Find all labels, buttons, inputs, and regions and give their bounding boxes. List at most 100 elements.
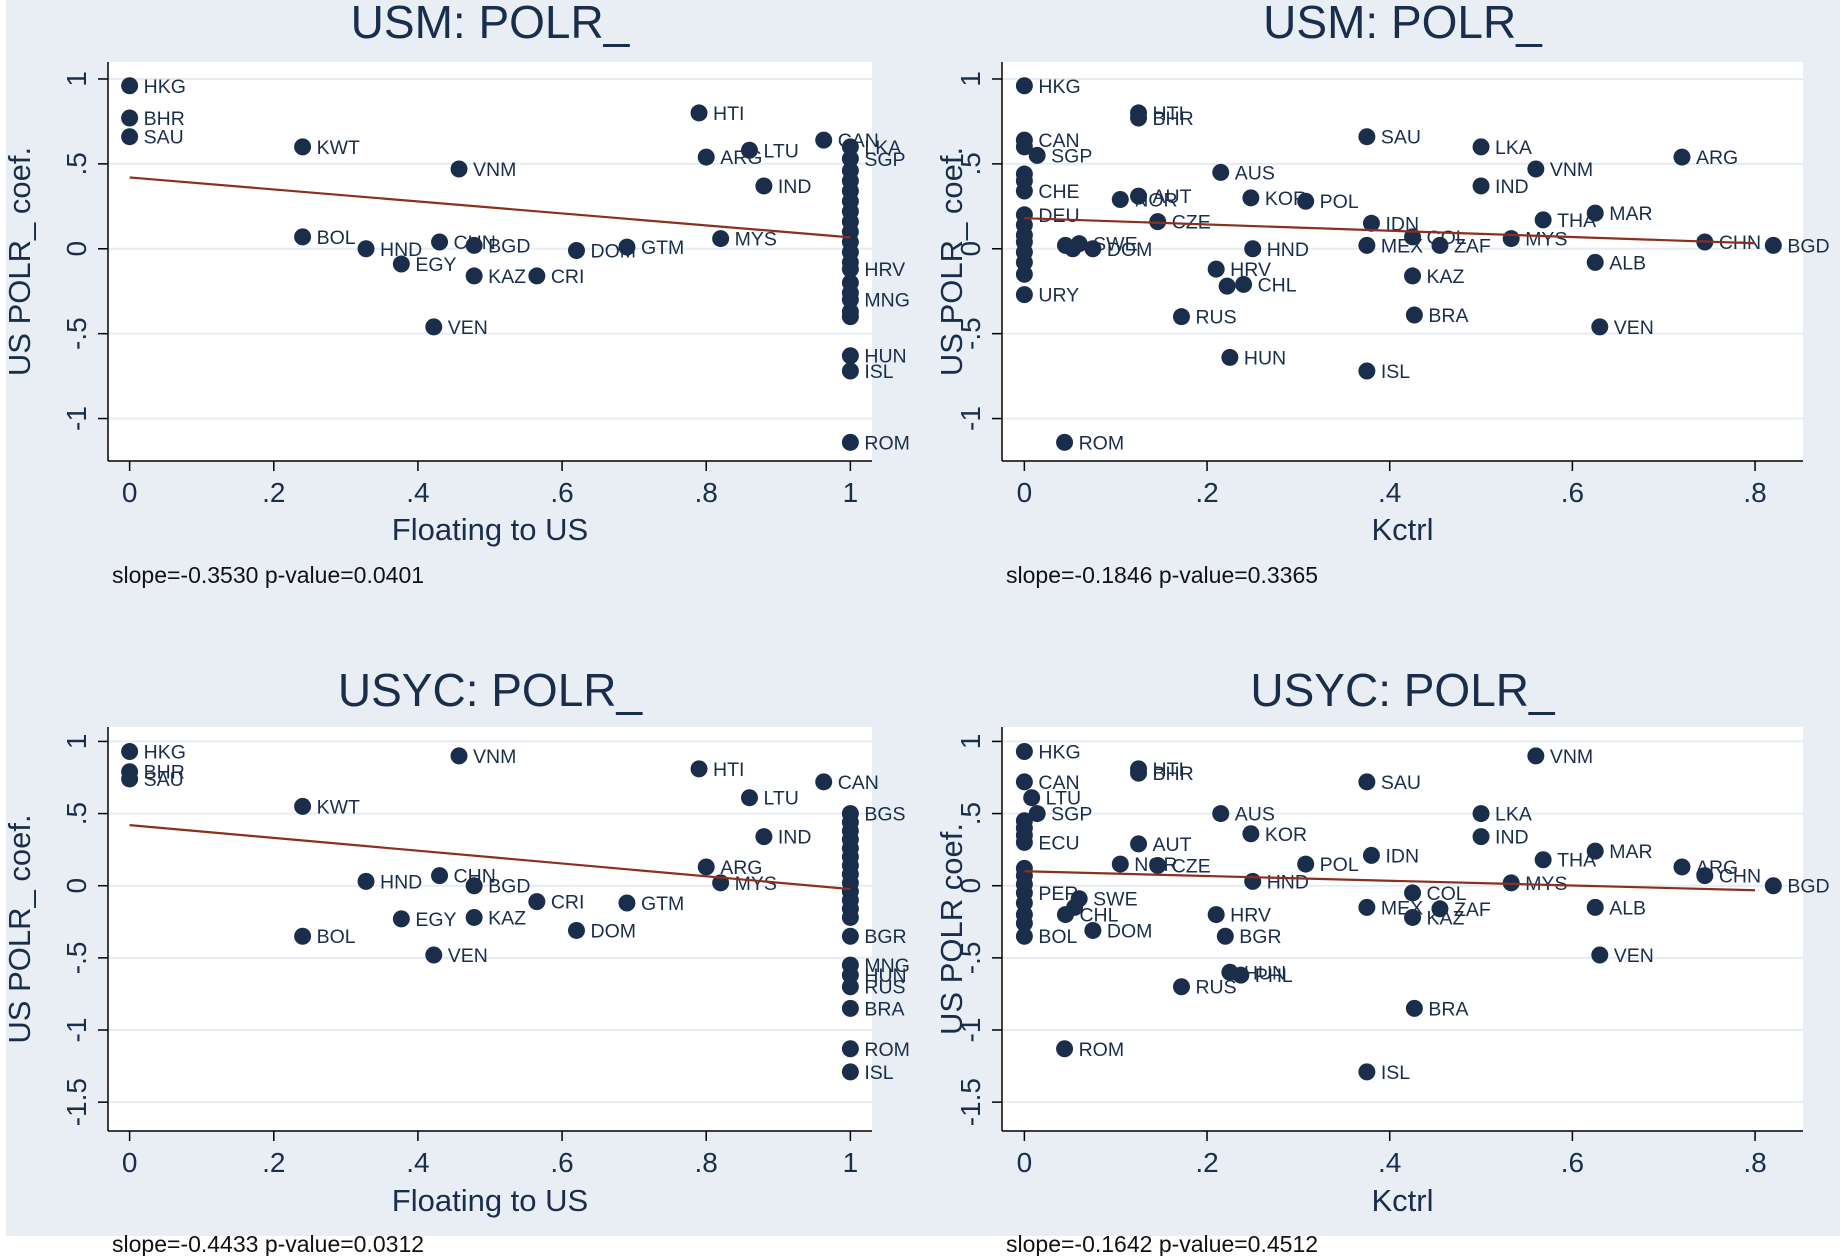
data-point (841, 1063, 859, 1081)
x-axis-label: Kctrl (1372, 512, 1434, 547)
data-point (294, 797, 312, 815)
point-label: KAZ (488, 266, 526, 288)
data-point (1066, 898, 1084, 916)
x-tick-label: 0 (122, 477, 138, 508)
point-label: HKG (144, 742, 186, 764)
data-point (1172, 308, 1190, 326)
point-label: CHN (454, 866, 496, 888)
point-label: VEN (1614, 945, 1654, 967)
data-point (1472, 828, 1490, 846)
point-label: PER (1038, 883, 1078, 905)
point-label: SGP (864, 149, 905, 171)
x-tick-label: .8 (695, 1147, 718, 1178)
data-point (1015, 773, 1033, 791)
data-point (431, 867, 449, 885)
y-axis-label: US POLR coef. (934, 823, 969, 1035)
point-label: CZE (1172, 856, 1211, 878)
x-tick-label: .8 (1743, 1147, 1766, 1178)
y-tick-label: -1 (61, 406, 92, 431)
data-point (1015, 77, 1033, 95)
data-point (1015, 253, 1033, 271)
y-axis-label: US POLR_ coef. (934, 147, 969, 376)
point-label: EGY (415, 909, 456, 931)
point-label: THA (1557, 850, 1596, 872)
plot-area (108, 62, 872, 461)
data-point (690, 760, 708, 778)
data-point (1130, 187, 1148, 205)
point-label: IDN (1385, 845, 1419, 867)
point-label: BOL (317, 926, 356, 948)
data-point (1472, 805, 1490, 823)
point-label: HND (380, 239, 422, 261)
data-point (1591, 318, 1609, 336)
x-tick-label: .6 (1561, 477, 1584, 508)
point-label: ZAF (1454, 899, 1491, 921)
x-tick-label: 0 (1017, 1147, 1033, 1178)
data-point (1472, 138, 1490, 156)
point-label: DEU (1038, 205, 1079, 227)
point-label: BHR (1153, 763, 1194, 785)
data-point (431, 233, 449, 251)
data-point (1242, 189, 1260, 207)
data-point (294, 138, 312, 156)
data-point (740, 141, 758, 159)
scatter-panel-4: USYC: POLR_ 1 .5 0 -.5 -1 -1.5 0 .2 .4 .6 .8 Kctrl US… (934, 664, 1830, 1256)
point-label: EGY (415, 254, 456, 276)
point-label: SGP (1051, 804, 1092, 826)
y-tick-label: .5 (61, 802, 92, 825)
x-tick-label: .4 (406, 1147, 429, 1178)
data-point (1764, 236, 1782, 254)
point-label: SAU (1381, 127, 1421, 149)
point-label: COL (1427, 883, 1467, 905)
data-point (465, 877, 483, 895)
point-label: CHL (1079, 905, 1118, 927)
x-tick-label: .6 (1561, 1147, 1584, 1178)
point-label: CHN (1719, 866, 1761, 888)
point-label: SAU (1381, 772, 1421, 794)
data-point (465, 236, 483, 254)
data-point (425, 318, 443, 336)
point-label: ISL (864, 361, 893, 383)
x-axis-label: Kctrl (1372, 1183, 1434, 1218)
point-label: ISL (864, 1062, 893, 1084)
point-label: DOM (1107, 920, 1153, 942)
point-label: RUS (1195, 977, 1236, 999)
point-label: KWT (317, 137, 360, 159)
point-label: CAN (1038, 772, 1079, 794)
point-label: PHL (1255, 965, 1293, 987)
y-tick-label: -.5 (955, 942, 986, 975)
data-point (121, 109, 139, 127)
data-point (1056, 433, 1074, 451)
data-point (1586, 898, 1604, 916)
point-label: DOM (590, 920, 636, 942)
x-tick-label: .6 (550, 477, 573, 508)
point-label: VEN (1614, 317, 1654, 339)
x-axis-label: Floating to US (392, 512, 588, 547)
data-point (618, 894, 636, 912)
x-tick-label: .6 (550, 1147, 573, 1178)
data-point (1056, 1040, 1074, 1058)
point-label: ROM (864, 432, 910, 454)
data-point (1015, 265, 1033, 283)
point-label: HRV (1230, 259, 1271, 281)
point-label: HTI (713, 103, 744, 125)
data-point (1673, 148, 1691, 166)
point-label: LTU (763, 140, 798, 162)
point-label: MYS (735, 873, 777, 895)
data-point (841, 308, 859, 326)
data-point (357, 872, 375, 890)
data-point (1358, 1063, 1376, 1081)
data-point (121, 770, 139, 788)
data-point (465, 908, 483, 926)
data-point (1502, 230, 1520, 248)
data-point (1405, 306, 1423, 324)
point-label: LTU (1046, 788, 1081, 810)
chart-title: USM: POLR_ (1263, 0, 1543, 48)
data-point (392, 255, 410, 273)
data-point (841, 291, 859, 309)
data-point (1362, 846, 1380, 864)
point-label: MAR (1609, 841, 1652, 863)
data-point (1242, 825, 1260, 843)
slope-footnote: slope=-0.1642 p-value=0.4512 (1006, 1231, 1318, 1256)
